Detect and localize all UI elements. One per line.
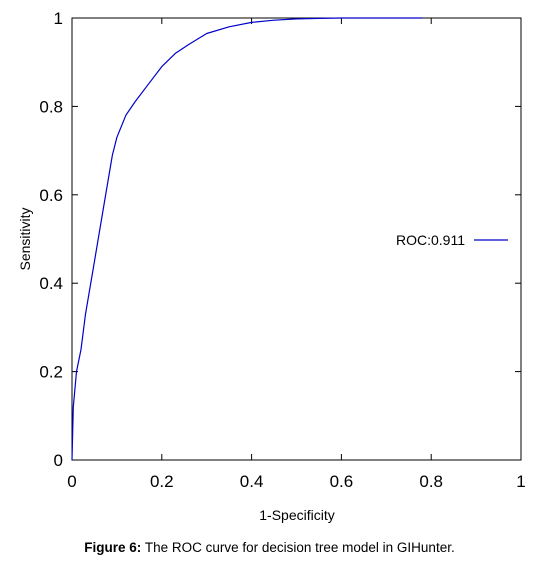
roc-chart: 0 0.2 0.4 0.6 0.8 1 0 0.2 0.4 0.6 0.8 1 1-Specifici… xyxy=(17,9,526,523)
series-layer xyxy=(71,17,423,461)
x-tick-label: 0.2 xyxy=(150,472,174,491)
x-tick-label: 0.8 xyxy=(419,472,443,491)
y-tick-label: 0.4 xyxy=(39,274,63,293)
y-tick-label: 0.6 xyxy=(39,186,63,205)
y-tick-label: 0.8 xyxy=(39,97,63,116)
caption-text: The ROC curve for decision tree model in… xyxy=(141,540,455,555)
x-tick-label: 0.6 xyxy=(330,472,354,491)
plot-frame xyxy=(71,17,522,461)
legend: ROC:0.911 xyxy=(396,232,508,248)
legend-label: ROC:0.911 xyxy=(396,232,465,248)
roc-curve-line xyxy=(71,17,423,461)
x-tick-label: 0 xyxy=(67,472,76,491)
y-tick-label: 0 xyxy=(54,451,63,470)
y-tick-label: 0.2 xyxy=(39,363,63,382)
x-tick-label: 1 xyxy=(516,472,525,491)
x-axis-title: 1-Specificity xyxy=(259,507,334,523)
figure-caption: Figure 6: The ROC curve for decision tre… xyxy=(0,540,539,555)
axis-ticks: 0 0.2 0.4 0.6 0.8 1 0 0.2 0.4 0.6 0.8 1 xyxy=(39,9,525,491)
y-tick-label: 1 xyxy=(54,9,63,28)
x-tick-label: 0.4 xyxy=(240,472,264,491)
caption-label: Figure 6: xyxy=(84,540,142,555)
y-axis-title: Sensitivity xyxy=(17,207,33,270)
